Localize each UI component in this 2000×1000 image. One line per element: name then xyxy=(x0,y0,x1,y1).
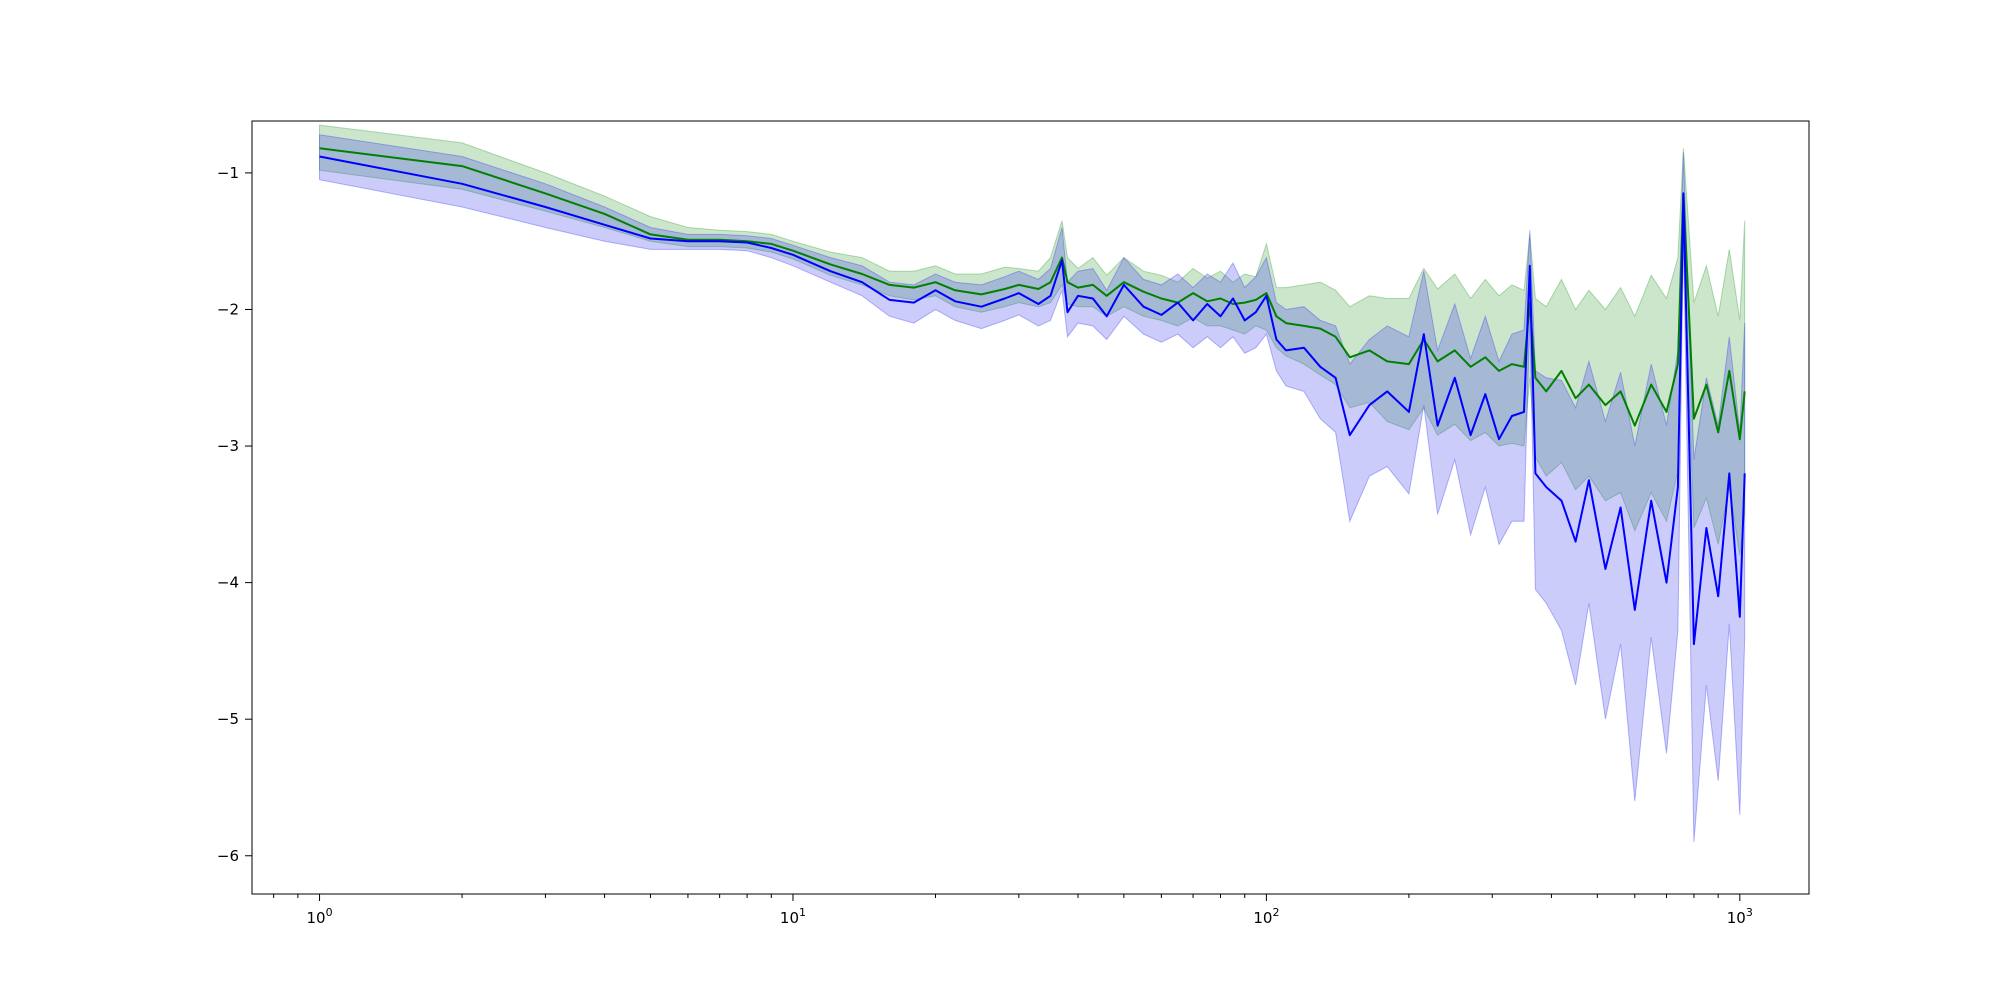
plot-frame xyxy=(251,120,1810,895)
y-tick-label: −4 xyxy=(217,574,239,592)
y-tick-label: −5 xyxy=(217,710,239,728)
y-tick-label: −3 xyxy=(217,437,239,455)
y-tick-label: −1 xyxy=(217,164,239,182)
x-tick-label: 103 xyxy=(1727,906,1753,927)
series-lines xyxy=(319,147,1746,646)
y-tick-label: −6 xyxy=(217,847,239,865)
y-axis: −1 −2 −3 −4 −5 −6 xyxy=(217,164,252,865)
confidence-bands xyxy=(319,124,1746,843)
y-tick-label: −2 xyxy=(217,300,239,318)
series-2-band xyxy=(319,134,1746,843)
x-tick-label: 101 xyxy=(780,906,806,927)
series-2-line xyxy=(319,155,1746,646)
x-axis: 100 101 102 103 xyxy=(273,894,1753,927)
series-1-band xyxy=(319,124,1746,556)
series-1-line xyxy=(319,147,1746,441)
x-tick-label: 100 xyxy=(306,906,332,927)
plot-area xyxy=(252,121,1809,894)
x-tick-label: 102 xyxy=(1253,906,1279,927)
